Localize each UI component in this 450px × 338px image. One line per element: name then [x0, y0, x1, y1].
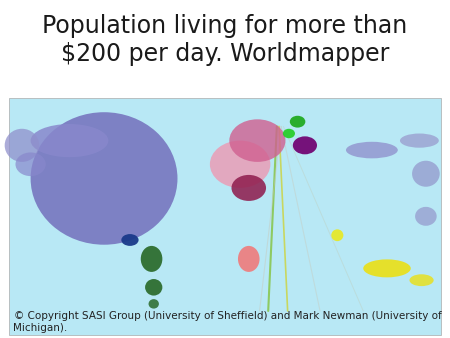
Ellipse shape [346, 142, 398, 159]
Ellipse shape [145, 279, 162, 295]
Ellipse shape [122, 234, 139, 246]
Ellipse shape [283, 129, 295, 138]
Ellipse shape [15, 152, 46, 176]
Ellipse shape [31, 112, 177, 245]
Text: © Copyright SASI Group (University of Sheffield) and Mark Newman (University of
: © Copyright SASI Group (University of Sh… [14, 311, 441, 333]
Ellipse shape [363, 259, 411, 277]
Ellipse shape [31, 124, 108, 157]
Ellipse shape [290, 116, 306, 128]
Ellipse shape [238, 246, 260, 272]
Ellipse shape [410, 274, 434, 286]
Ellipse shape [4, 129, 39, 162]
Text: Population living for more than
$200 per day. Worldmapper: Population living for more than $200 per… [42, 14, 408, 66]
Ellipse shape [400, 134, 439, 148]
Bar [9, 98, 441, 335]
Ellipse shape [141, 246, 162, 272]
Ellipse shape [148, 299, 159, 309]
Ellipse shape [231, 175, 266, 201]
Ellipse shape [412, 161, 440, 187]
Ellipse shape [210, 141, 270, 188]
Ellipse shape [230, 119, 285, 162]
Ellipse shape [293, 136, 317, 154]
Ellipse shape [331, 229, 343, 241]
Ellipse shape [415, 207, 436, 226]
